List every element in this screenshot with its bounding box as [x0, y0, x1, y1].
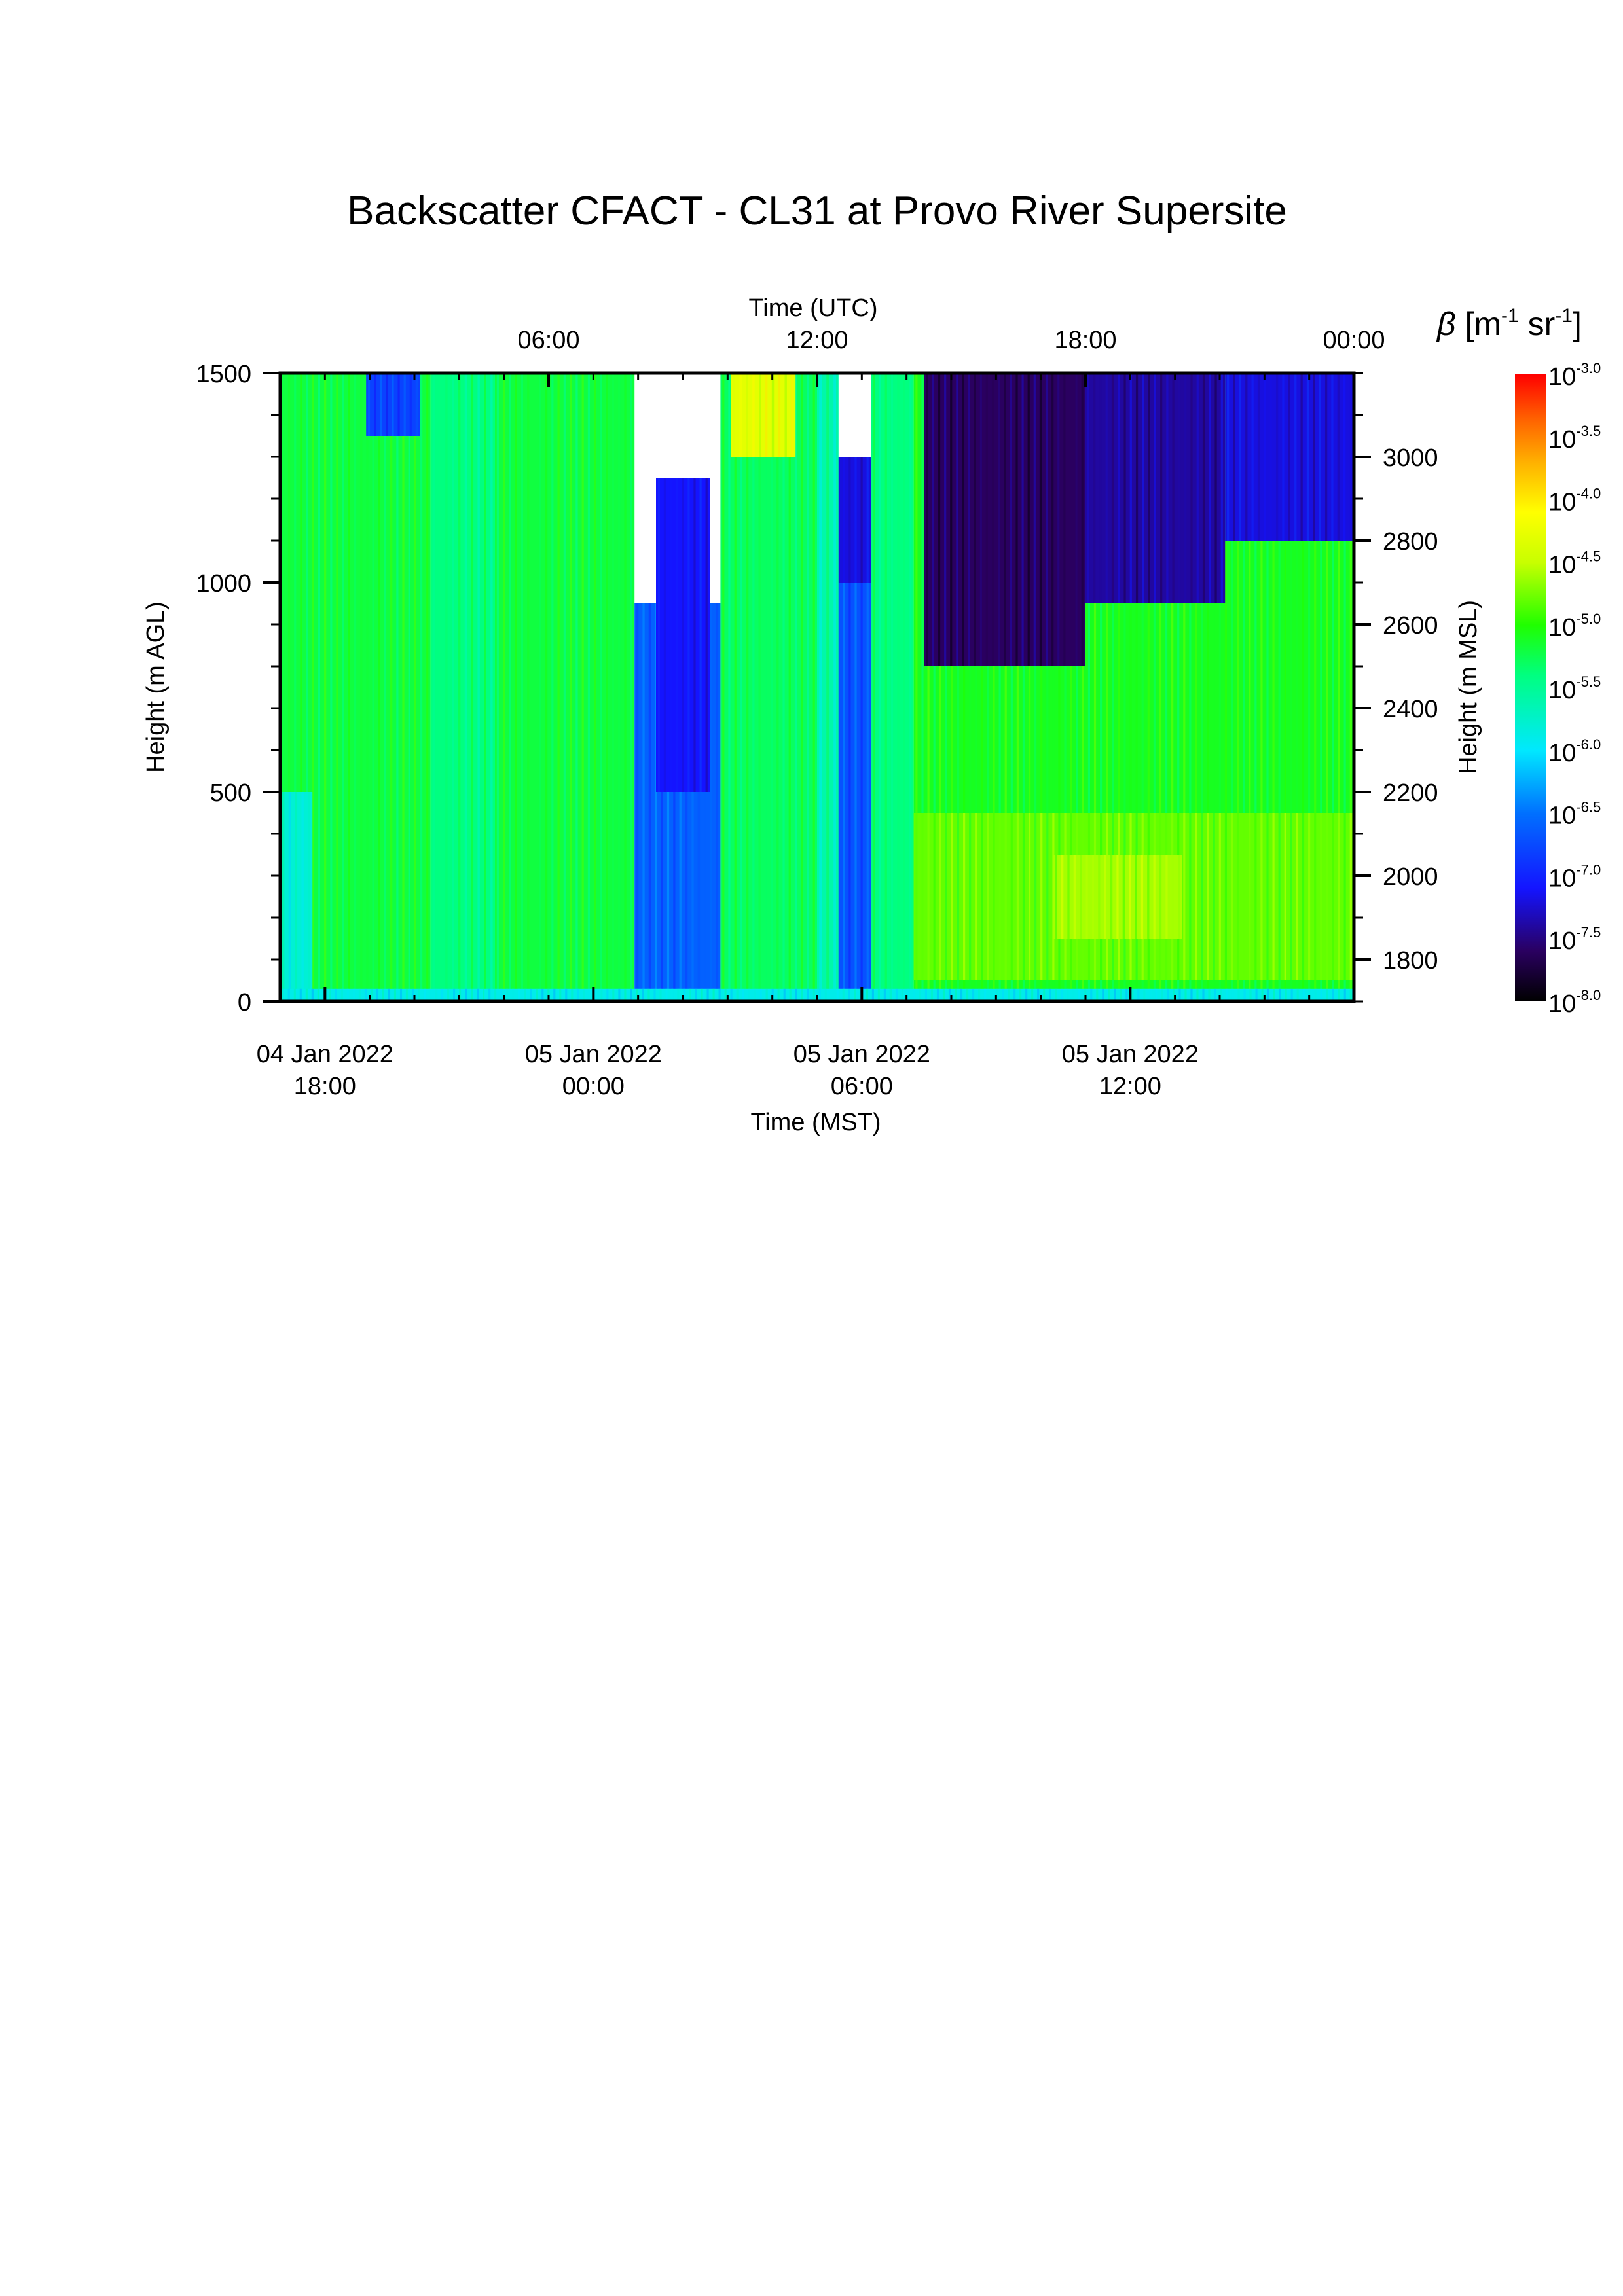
- units-exp-2: -1: [1555, 305, 1573, 327]
- axis-ticks: [263, 372, 1371, 1003]
- colorbar-tick-label: 10-7.5: [1548, 924, 1601, 955]
- svg-text:β [m-1 sr-1]: β [m-1 sr-1]: [1436, 305, 1582, 342]
- left-tick-label: 500: [210, 780, 251, 807]
- bottom-tick-time: 18:00: [294, 1073, 356, 1100]
- right-tick-label: 1800: [1383, 947, 1438, 975]
- colorbar-tick-label: 10-3.5: [1548, 423, 1601, 454]
- backscatter-figure: Backscatter CFACT - CL31 at Provo River …: [142, 188, 1601, 1136]
- colorbar-tick-label: 10-5.5: [1548, 673, 1601, 704]
- bottom-tick-time: 12:00: [1099, 1073, 1161, 1100]
- units-open: [m: [1456, 306, 1501, 342]
- field-region-6: [656, 478, 710, 792]
- field-region-7: [720, 373, 817, 1001]
- field-region-1: [280, 792, 313, 1001]
- colorbar-tick-label: 10-6.0: [1548, 736, 1601, 767]
- colorbar-title: β [m-1 sr-1]: [1436, 305, 1582, 342]
- top-tick-label: 00:00: [1322, 327, 1385, 354]
- bottom-tick-time: 06:00: [831, 1073, 893, 1100]
- right-tick-label: 2400: [1383, 696, 1438, 723]
- left-tick-label: 0: [238, 989, 251, 1016]
- colorbar-tick-label: 10-4.5: [1548, 548, 1601, 579]
- top-axis-label: Time (UTC): [749, 295, 878, 322]
- chart-title: Backscatter CFACT - CL31 at Provo River …: [347, 188, 1287, 234]
- top-tick-label: 18:00: [1054, 327, 1116, 354]
- right-tick-label: 2000: [1383, 863, 1438, 891]
- right-tick-label: 3000: [1383, 444, 1438, 472]
- bottom-tick-date: 05 Jan 2022: [793, 1041, 930, 1068]
- field-region-3: [430, 373, 495, 1001]
- colorbar: [1515, 374, 1546, 1001]
- bottom-axis-label: Time (MST): [750, 1109, 881, 1136]
- backscatter-field: [280, 373, 1354, 1001]
- bottom-tick-date: 04 Jan 2022: [257, 1041, 393, 1068]
- left-tick-label: 1000: [196, 570, 251, 598]
- field-region-10: [817, 373, 839, 1001]
- colorbar-tick-label: 10-7.0: [1548, 861, 1601, 892]
- beta-symbol: β: [1436, 306, 1456, 342]
- colorbar-tick-label: 10-8.0: [1548, 987, 1601, 1018]
- top-tick-label: 06:00: [517, 327, 579, 354]
- bottom-tick-labels: 04 Jan 2022 18:00 05 Jan 2022 00:00 05 Jan 2…: [257, 1041, 1199, 1100]
- right-tick-labels: 1800 2000 2200 2400 2600 2800 3000: [1383, 444, 1438, 975]
- colorbar-tick-label: 10-3.0: [1548, 360, 1601, 391]
- field-region-12: [871, 373, 914, 1001]
- top-tick-label: 12:00: [786, 327, 848, 354]
- left-axis-label: Height (m AGL): [142, 601, 170, 773]
- colorbar-tick-label: 10-5.0: [1548, 611, 1601, 641]
- right-tick-label: 2600: [1383, 612, 1438, 639]
- left-tick-labels: 0 500 1000 1500: [196, 361, 251, 1016]
- right-axis-label: Height (m MSL): [1455, 600, 1482, 774]
- colorbar-labels: 10-3.0 10-3.5 10-4.0 10-4.5 10-5.0 10-5.5 10-6…: [1548, 360, 1601, 1018]
- field-region-2: [366, 373, 420, 436]
- left-tick-label: 1500: [196, 361, 251, 388]
- field-region-18: [1225, 373, 1354, 541]
- backscatter-chart: Backscatter CFACT - CL31 at Provo River …: [142, 188, 1601, 1136]
- right-tick-label: 2800: [1383, 528, 1438, 556]
- bottom-tick-time: 00:00: [562, 1073, 625, 1100]
- bottom-tick-date: 05 Jan 2022: [525, 1041, 662, 1068]
- units-exp-1: -1: [1501, 305, 1519, 327]
- right-tick-label: 2200: [1383, 780, 1438, 807]
- field-region-17: [1085, 373, 1226, 603]
- field-region-4: [495, 373, 635, 1001]
- field-region-15: [1053, 855, 1182, 939]
- colorbar-tick-label: 10-6.5: [1548, 799, 1601, 830]
- field-region-16: [924, 373, 1085, 666]
- top-tick-labels: 06:00 12:00 18:00 00:00: [517, 327, 1385, 354]
- bottom-tick-date: 05 Jan 2022: [1062, 1041, 1199, 1068]
- field-region-11: [731, 373, 796, 457]
- colorbar-tick-label: 10-4.0: [1548, 486, 1601, 516]
- units-close: ]: [1573, 306, 1582, 342]
- units-mid: sr: [1519, 306, 1556, 342]
